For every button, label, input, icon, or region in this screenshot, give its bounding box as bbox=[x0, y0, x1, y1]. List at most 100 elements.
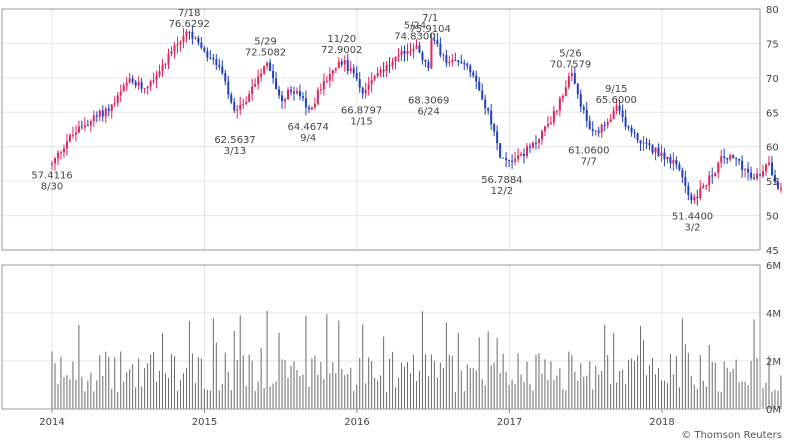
annotation-value: 66.8797 bbox=[341, 105, 382, 116]
candle bbox=[639, 140, 642, 152]
candle-body bbox=[230, 94, 233, 103]
candle bbox=[218, 58, 221, 71]
candle bbox=[645, 137, 648, 149]
candle-body bbox=[191, 32, 194, 39]
candle-body bbox=[182, 36, 185, 42]
candle bbox=[319, 83, 322, 95]
annotation-date: 9/4 bbox=[300, 133, 316, 144]
volume-tick-label: 4M bbox=[766, 309, 781, 320]
annotation-value: 62.5637 bbox=[214, 135, 255, 146]
candle-body bbox=[573, 73, 576, 84]
candle-body bbox=[678, 164, 681, 170]
candle-body bbox=[570, 73, 573, 77]
candle bbox=[570, 65, 573, 81]
candle-body bbox=[618, 105, 621, 111]
candle-body bbox=[776, 181, 779, 189]
annotation-value: 68.3069 bbox=[408, 96, 449, 107]
candle-body bbox=[720, 156, 723, 163]
candle bbox=[137, 76, 140, 90]
candle bbox=[212, 53, 215, 65]
annotation-date: 5/29 bbox=[254, 37, 276, 48]
candle-body bbox=[705, 185, 708, 187]
candle bbox=[176, 36, 179, 54]
candle bbox=[726, 157, 729, 164]
candle-body bbox=[278, 89, 281, 96]
candle-body bbox=[687, 185, 690, 195]
candle-body bbox=[606, 122, 609, 126]
candle bbox=[582, 104, 585, 114]
candle bbox=[248, 90, 251, 103]
price-tick-label: 45 bbox=[766, 246, 779, 257]
candle-body bbox=[325, 80, 328, 82]
candle-body bbox=[600, 124, 603, 133]
candle-body bbox=[295, 91, 298, 94]
candle bbox=[472, 70, 475, 78]
annotation-date: 5/26 bbox=[559, 49, 581, 60]
candle bbox=[779, 182, 782, 193]
candle bbox=[552, 105, 555, 126]
candle-body bbox=[412, 48, 415, 51]
candle-body bbox=[603, 124, 606, 126]
candle-body bbox=[373, 76, 376, 80]
candle-body bbox=[242, 103, 245, 105]
candle bbox=[654, 147, 657, 161]
candle-body bbox=[711, 175, 714, 177]
candle-body bbox=[478, 81, 481, 91]
candle-body bbox=[331, 70, 334, 75]
candle bbox=[475, 70, 478, 90]
candle bbox=[358, 72, 361, 93]
candle bbox=[304, 90, 307, 116]
candle bbox=[534, 135, 537, 150]
price-tick-label: 80 bbox=[766, 5, 779, 16]
candle bbox=[744, 168, 747, 178]
candle bbox=[233, 97, 236, 114]
candle bbox=[95, 111, 98, 123]
annotation-date: 5/24 bbox=[404, 21, 426, 32]
candle bbox=[675, 156, 678, 170]
candle-body bbox=[367, 84, 370, 90]
price-candles bbox=[51, 25, 782, 206]
candle bbox=[463, 59, 466, 71]
candle bbox=[457, 60, 460, 67]
candle bbox=[750, 166, 753, 181]
candle-body bbox=[630, 127, 633, 133]
candle-body bbox=[394, 56, 397, 62]
candle bbox=[110, 103, 113, 119]
candle bbox=[418, 41, 421, 54]
candle bbox=[424, 59, 427, 68]
candle bbox=[720, 149, 723, 168]
candle bbox=[711, 167, 714, 184]
candle-body bbox=[675, 160, 678, 165]
candle-body bbox=[666, 156, 669, 160]
candle bbox=[466, 62, 469, 70]
candle bbox=[289, 86, 292, 96]
candle bbox=[651, 144, 654, 155]
candle-body bbox=[493, 124, 496, 132]
candle-body bbox=[251, 86, 254, 95]
price-tick-label: 55 bbox=[766, 177, 779, 188]
candle bbox=[591, 121, 594, 137]
candle-body bbox=[337, 61, 340, 69]
candle-body bbox=[167, 53, 170, 65]
candle bbox=[406, 43, 409, 62]
candle bbox=[200, 36, 203, 50]
candle bbox=[158, 64, 161, 78]
candle-body bbox=[385, 65, 388, 72]
candle-body bbox=[624, 117, 627, 127]
candle-body bbox=[702, 185, 705, 188]
candle-body bbox=[176, 44, 179, 46]
candle bbox=[469, 63, 472, 78]
candle bbox=[128, 72, 131, 84]
candle bbox=[400, 45, 403, 62]
candle bbox=[355, 66, 358, 81]
candle bbox=[412, 43, 415, 59]
candle-body bbox=[517, 155, 520, 160]
candle-body bbox=[756, 173, 759, 179]
candle-body bbox=[319, 89, 322, 91]
candle bbox=[284, 97, 287, 109]
candle bbox=[272, 64, 275, 84]
